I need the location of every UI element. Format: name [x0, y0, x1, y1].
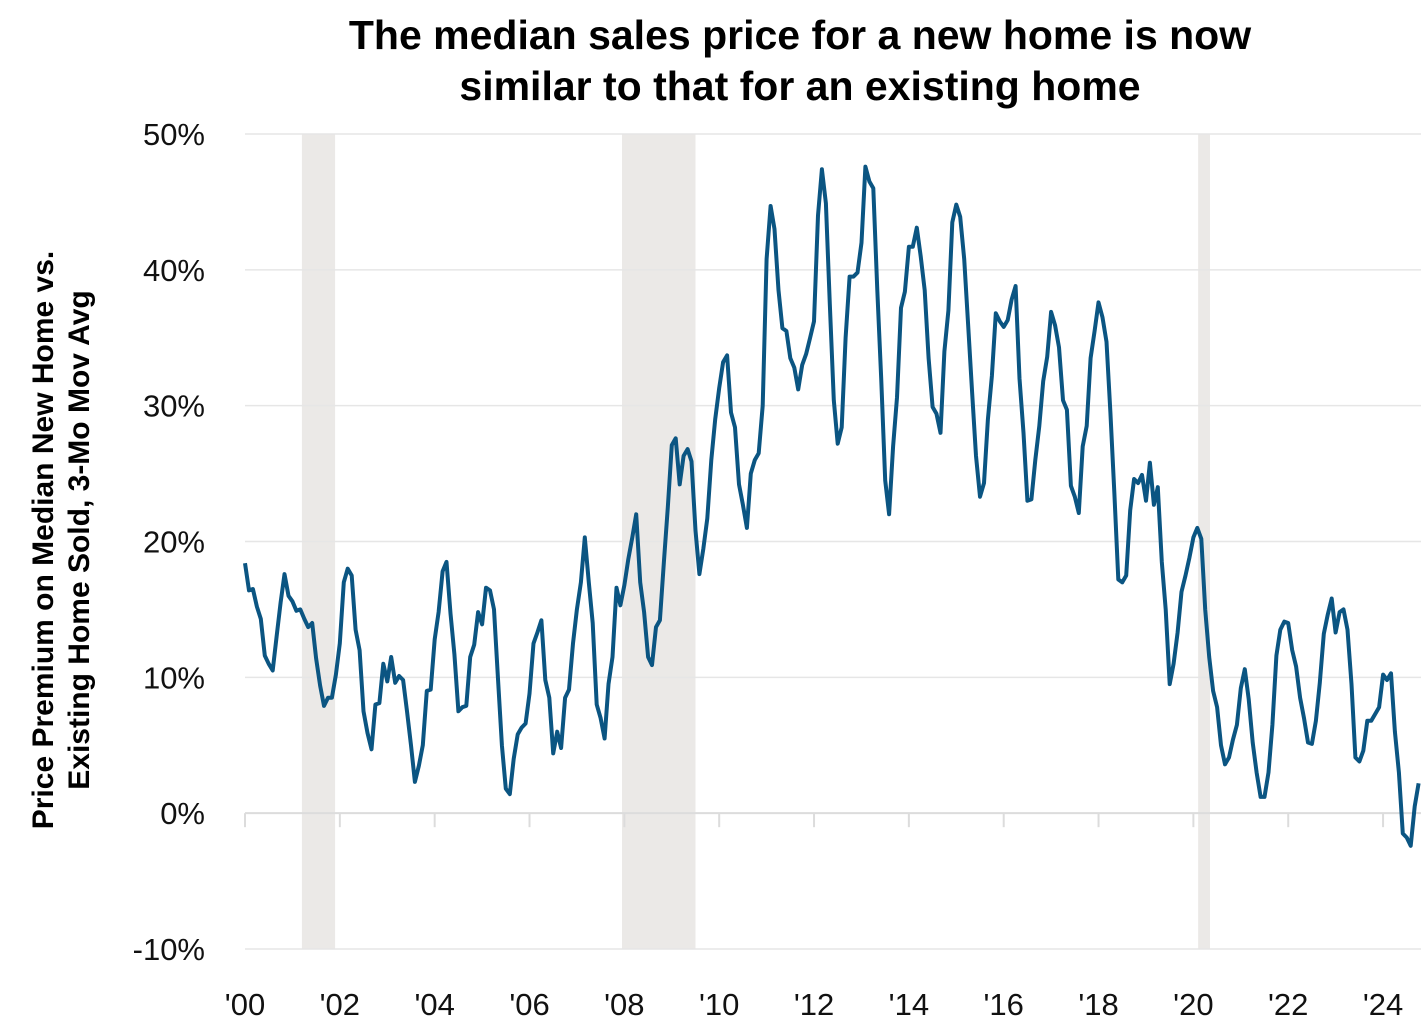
- x-tick-label: '24: [1363, 987, 1403, 1022]
- x-tick-label: '04: [414, 987, 454, 1022]
- chart-title-line-1: The median sales price for a new home is…: [348, 12, 1252, 58]
- x-tick-label: '20: [1173, 987, 1213, 1022]
- x-tick-label: '00: [225, 987, 265, 1022]
- gridlines: [245, 133, 1421, 950]
- series-line-price-premium: [243, 164, 1421, 848]
- x-tick-label: '22: [1268, 987, 1308, 1022]
- y-tick-label: 30%: [143, 389, 205, 424]
- y-tick-label: 20%: [143, 525, 205, 560]
- chart-title: The median sales price for a new home is…: [180, 10, 1420, 112]
- x-tick-label: '18: [1078, 987, 1118, 1022]
- y-axis-ticks: 50% 40% 30% 20% 10% 0% -10%: [133, 117, 205, 967]
- y-tick-label: 40%: [143, 253, 205, 288]
- x-tick-label: '16: [984, 987, 1024, 1022]
- y-tick-label: 10%: [143, 660, 205, 695]
- x-tick-label: '08: [604, 987, 644, 1022]
- x-tick-label: '12: [794, 987, 834, 1022]
- x-tick-label: '14: [889, 987, 929, 1022]
- x-tick-label: '06: [509, 987, 549, 1022]
- series-layer: [243, 164, 1421, 848]
- y-tick-label: 0%: [160, 796, 205, 831]
- x-tick-label: '10: [699, 987, 739, 1022]
- x-axis: '00 '02 '04 '06 '08 '10 '12 '14 '16 '18 '20 '22 '24: [225, 812, 1421, 1022]
- x-tick-label: '02: [320, 987, 360, 1022]
- chart-title-line-2: similar to that for an existing home: [459, 63, 1141, 109]
- y-tick-label: 50%: [143, 117, 205, 152]
- y-tick-label: -10%: [133, 932, 205, 967]
